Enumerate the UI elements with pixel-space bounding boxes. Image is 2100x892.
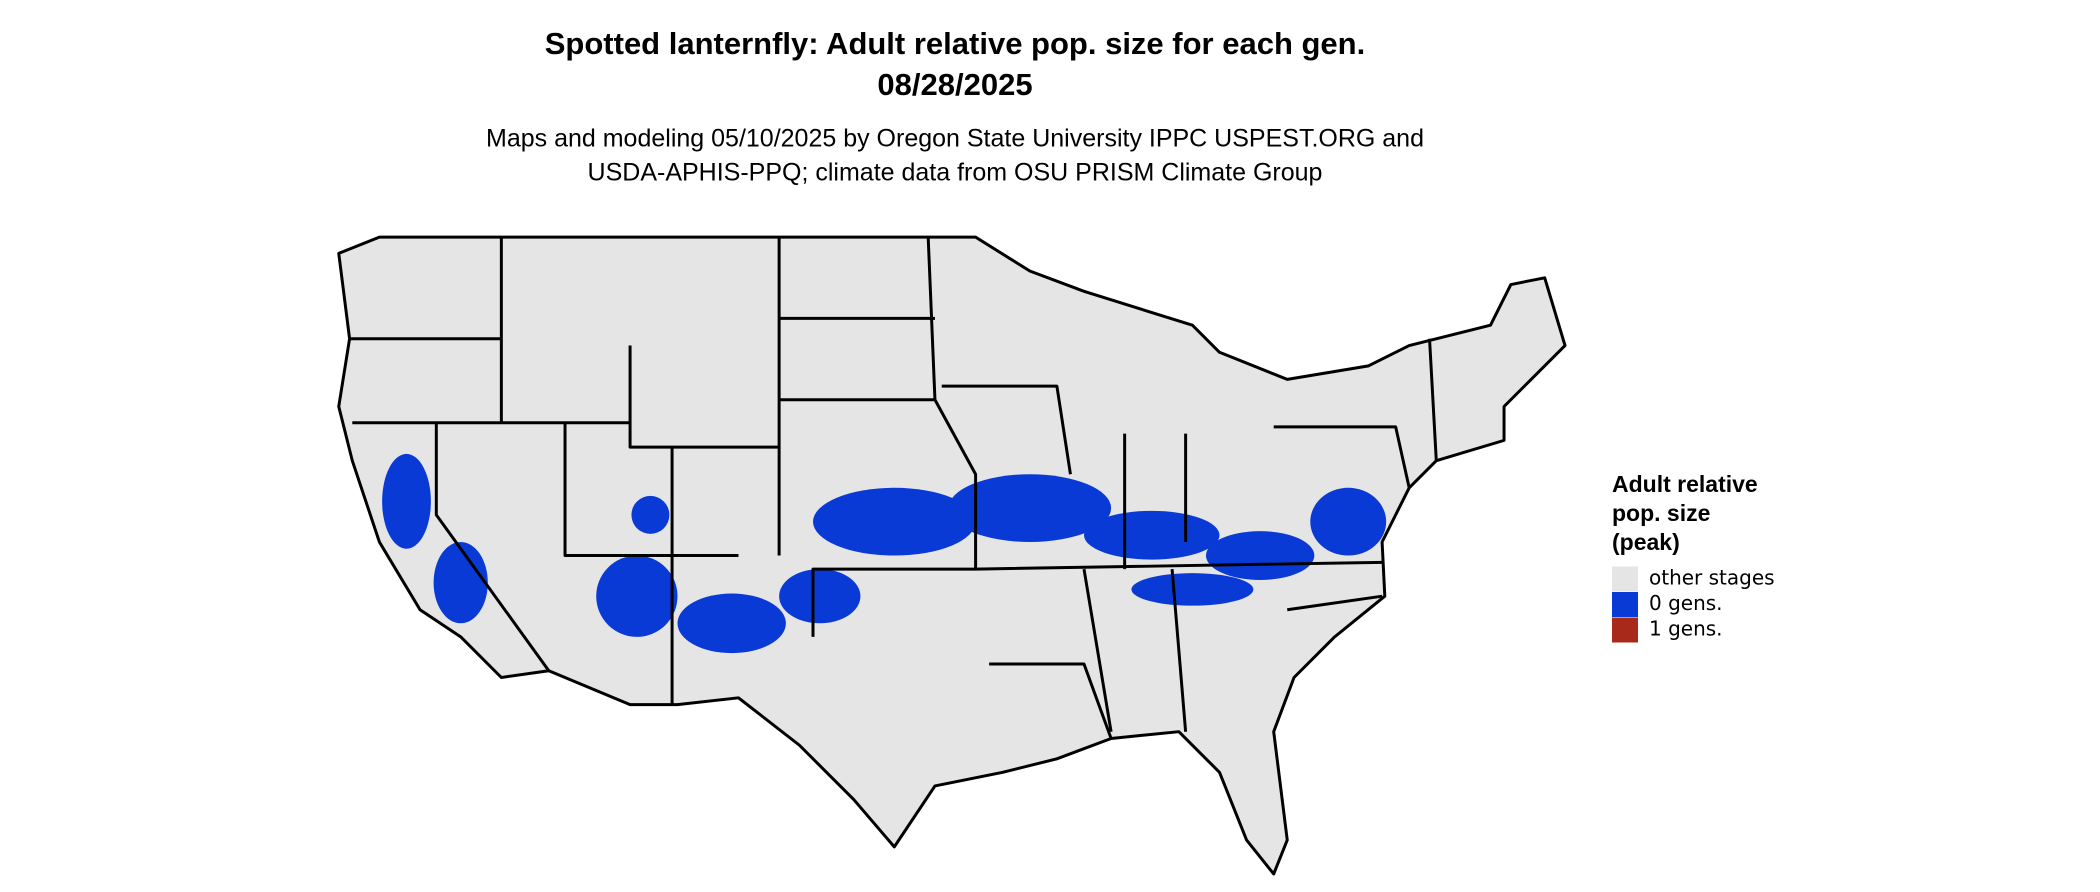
title-date: 08/28/2025 xyxy=(877,67,1032,102)
us-outline xyxy=(337,235,1567,876)
legend-title: pop. size xyxy=(1612,500,1710,526)
zone-blob xyxy=(433,542,488,624)
zone-blob xyxy=(1205,531,1315,580)
zone-blob xyxy=(813,487,976,556)
legend-swatch xyxy=(1612,617,1638,643)
legend-label: 0 gens. xyxy=(1649,591,1723,615)
us-map xyxy=(337,235,1567,876)
state-borders xyxy=(349,237,1438,739)
zone-blob xyxy=(1131,573,1254,606)
legend-swatch xyxy=(1612,566,1638,592)
zone-blob xyxy=(677,593,786,654)
zone-blob xyxy=(779,569,861,624)
legend-title: (peak) xyxy=(1612,529,1680,555)
subtitle: Maps and modeling 05/10/2025 by Oregon S… xyxy=(486,125,1424,153)
zone-blob xyxy=(382,453,431,549)
zone-blob xyxy=(1084,510,1220,560)
title: Spotted lanternfly: Adult relative pop. … xyxy=(545,26,1365,61)
zone-blob xyxy=(1310,487,1387,556)
legend-swatch xyxy=(1612,592,1638,617)
legend-label: 1 gens. xyxy=(1649,617,1723,641)
zone-blob xyxy=(631,495,670,534)
zone-blob xyxy=(596,555,678,637)
legend-title: Adult relative xyxy=(1612,471,1758,497)
legend-label: other stages xyxy=(1649,566,1775,590)
zone-blob xyxy=(948,474,1112,542)
subtitle: USDA-APHIS-PPQ; climate data from OSU PR… xyxy=(588,159,1323,187)
